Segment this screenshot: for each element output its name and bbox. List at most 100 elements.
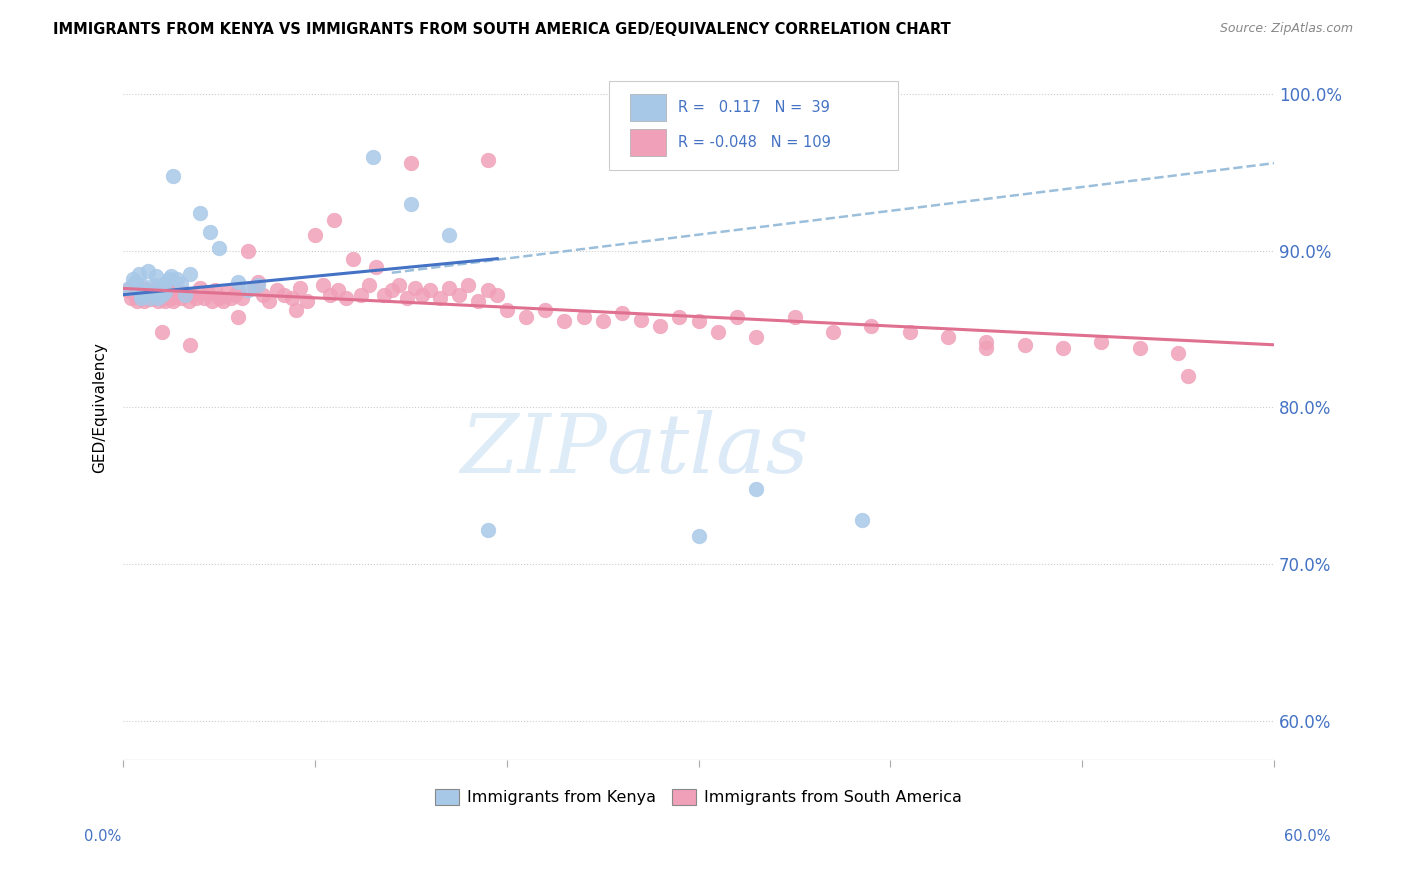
- Point: [165, 287, 187, 301]
- Point: [592, 314, 614, 328]
- Point: [193, 291, 215, 305]
- Point: [118, 281, 141, 295]
- Point: [297, 293, 319, 308]
- Point: [129, 291, 152, 305]
- Point: [304, 228, 326, 243]
- Text: 60.0%: 60.0%: [1284, 830, 1331, 844]
- Point: [399, 197, 422, 211]
- Point: [477, 153, 499, 167]
- Point: [228, 283, 250, 297]
- Point: [373, 287, 395, 301]
- Point: [281, 291, 304, 305]
- Y-axis label: GED/Equivalency: GED/Equivalency: [93, 342, 107, 473]
- Point: [273, 287, 295, 301]
- Point: [257, 293, 280, 308]
- Point: [155, 293, 177, 308]
- Point: [150, 285, 173, 299]
- Point: [129, 291, 152, 305]
- Point: [115, 283, 138, 297]
- Point: [610, 306, 633, 320]
- Point: [236, 283, 259, 297]
- Point: [231, 291, 253, 305]
- Point: [486, 287, 509, 301]
- Point: [143, 278, 166, 293]
- Text: Source: ZipAtlas.com: Source: ZipAtlas.com: [1219, 22, 1353, 36]
- Point: [219, 291, 242, 305]
- Text: R =   0.117   N =  39: R = 0.117 N = 39: [678, 100, 830, 115]
- Point: [429, 291, 451, 305]
- Point: [783, 310, 806, 324]
- Point: [388, 278, 411, 293]
- Point: [381, 283, 404, 297]
- Text: IMMIGRANTS FROM KENYA VS IMMIGRANTS FROM SOUTH AMERICA GED/EQUIVALENCY CORRELATI: IMMIGRANTS FROM KENYA VS IMMIGRANTS FROM…: [53, 22, 952, 37]
- Point: [186, 291, 208, 305]
- Point: [439, 281, 461, 295]
- Point: [141, 285, 163, 299]
- Point: [170, 291, 193, 305]
- Point: [160, 291, 183, 305]
- Point: [745, 330, 768, 344]
- Point: [166, 272, 188, 286]
- Text: atlas: atlas: [606, 409, 808, 490]
- Point: [146, 293, 169, 308]
- Point: [149, 281, 172, 295]
- Point: [122, 272, 145, 286]
- Point: [139, 291, 162, 305]
- Point: [212, 293, 235, 308]
- Point: [553, 314, 575, 328]
- Point: [1052, 341, 1074, 355]
- Point: [155, 285, 177, 299]
- Point: [725, 310, 748, 324]
- Point: [136, 283, 159, 297]
- Point: [131, 281, 153, 295]
- Point: [457, 278, 479, 293]
- Point: [1129, 341, 1152, 355]
- Point: [252, 287, 274, 301]
- Point: [143, 291, 166, 305]
- Point: [228, 275, 250, 289]
- Point: [208, 241, 231, 255]
- Point: [128, 285, 150, 299]
- Point: [152, 277, 174, 291]
- Point: [198, 225, 221, 239]
- Point: [467, 293, 489, 308]
- Point: [1177, 369, 1199, 384]
- Point: [419, 283, 441, 297]
- Point: [150, 325, 173, 339]
- Point: [162, 169, 184, 183]
- Point: [173, 286, 195, 301]
- Point: [411, 287, 433, 301]
- Point: [134, 293, 156, 308]
- Point: [335, 291, 357, 305]
- Point: [139, 293, 162, 307]
- Point: [197, 286, 219, 301]
- Point: [974, 334, 997, 349]
- Point: [495, 303, 517, 318]
- Point: [350, 287, 373, 301]
- Point: [149, 287, 172, 301]
- Point: [439, 228, 461, 243]
- Point: [141, 286, 163, 301]
- Point: [936, 330, 959, 344]
- Point: [135, 287, 157, 301]
- Point: [173, 287, 195, 301]
- Point: [146, 291, 169, 305]
- Point: [160, 268, 183, 283]
- Point: [188, 281, 211, 295]
- Point: [1167, 345, 1189, 359]
- Point: [125, 293, 148, 308]
- Point: [135, 285, 157, 299]
- Point: [477, 523, 499, 537]
- Point: [246, 278, 269, 293]
- Point: [821, 325, 844, 339]
- Point: [477, 283, 499, 297]
- Point: [399, 156, 422, 170]
- Point: [357, 278, 380, 293]
- Point: [124, 287, 146, 301]
- Point: [128, 283, 150, 297]
- Point: [162, 293, 184, 308]
- FancyBboxPatch shape: [630, 94, 666, 120]
- Point: [181, 287, 204, 301]
- Legend: Immigrants from Kenya, Immigrants from South America: Immigrants from Kenya, Immigrants from S…: [429, 782, 969, 812]
- Point: [366, 260, 388, 274]
